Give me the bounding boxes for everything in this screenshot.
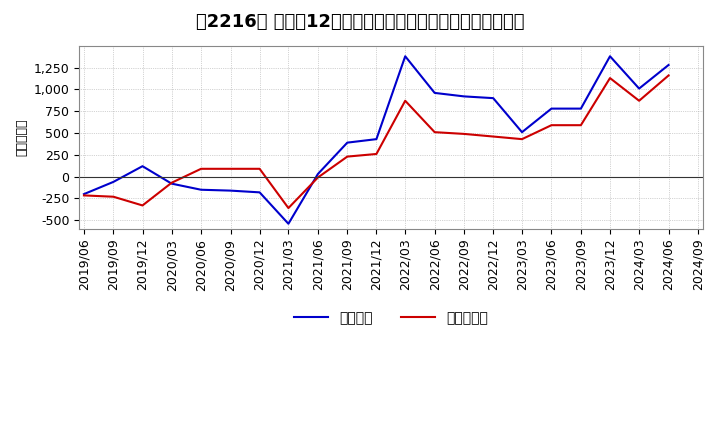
- Legend: 経常利益, 当期純利益: 経常利益, 当期純利益: [288, 305, 494, 331]
- Text: ［2216］ 利益の12か月移動合計の対前年同期増減額の推移: ［2216］ 利益の12か月移動合計の対前年同期増減額の推移: [196, 13, 524, 31]
- Y-axis label: （百万円）: （百万円）: [15, 119, 28, 156]
- Line: 当期純利益: 当期純利益: [84, 76, 669, 208]
- Line: 経常利益: 経常利益: [84, 56, 669, 224]
